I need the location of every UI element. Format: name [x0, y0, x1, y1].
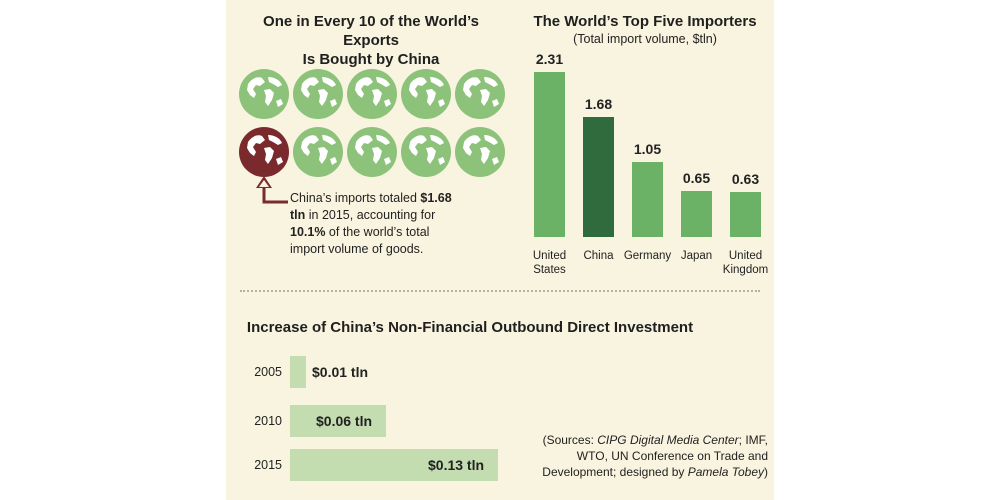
importer-bar — [534, 72, 565, 237]
section-divider — [240, 290, 760, 292]
importer-value-label: 0.65 — [682, 169, 711, 186]
investment-bar — [290, 405, 386, 437]
globe-icon — [239, 127, 289, 177]
note-bold-share: 10.1% — [290, 225, 326, 239]
globe-icon — [347, 69, 397, 119]
investment-year-label: 2005 — [254, 365, 282, 379]
globe-icon — [455, 127, 505, 177]
importer-category-label: China — [583, 250, 614, 262]
importer-value-label: 1.05 — [633, 141, 662, 157]
importer-value-label: 1.68 — [584, 96, 613, 112]
importer-category-label: United States — [532, 250, 567, 276]
note-text-3: of the world’s total import volume of go… — [290, 225, 430, 256]
investment-bar — [290, 356, 306, 388]
china-imports-note: China’s imports totaled $1.68 tln in 201… — [290, 190, 465, 258]
globe-icon — [455, 69, 505, 119]
sources-text-1: (Sources: — [542, 433, 598, 447]
importer-value-label: 0.63 — [731, 171, 760, 187]
globe-icon — [347, 127, 397, 177]
investment-year-label: 2015 — [254, 458, 282, 472]
investment-year-label: 2010 — [254, 414, 282, 428]
importer-bar — [730, 192, 761, 237]
globe-icon — [293, 127, 343, 177]
pointer-arrow-icon — [256, 176, 288, 204]
investment-value-label: $0.13 tln — [428, 457, 485, 473]
investment-bar — [290, 449, 498, 481]
sources-italic-2: Pamela Tobey — [687, 465, 764, 479]
globe-icon — [401, 127, 451, 177]
importers-subtitle: (Total import volume, $tln) — [573, 32, 717, 46]
importer-category-label: Japan — [680, 250, 713, 262]
importer-bar — [632, 162, 663, 237]
note-bold-amount: $1.68 tln — [290, 191, 452, 222]
importers-title: The World’s Top Five Importers — [533, 13, 757, 30]
importer-value-label: 2.31 — [535, 51, 564, 67]
exports-title-line1: One in Every 10 of the World’s Exports — [263, 13, 479, 49]
note-text-1: China’s imports totaled — [290, 191, 421, 205]
globe-icon — [401, 69, 451, 119]
sources-text-2: ; IMF, WTO, UN Conference on Trade and D… — [542, 433, 768, 479]
exports-title-line2: Is Bought by China — [302, 51, 440, 68]
investment-value-label: $0.06 tln — [316, 413, 373, 429]
globe-icon — [293, 69, 343, 119]
sources-italic-1: CIPG Digital Media Center — [597, 433, 739, 447]
importer-bar — [583, 117, 614, 237]
note-text-2: in 2015, accounting for — [305, 208, 436, 222]
importer-category-label: Germany — [623, 250, 672, 262]
sources-note: (Sources: CIPG Digital Media Center; IMF… — [528, 432, 768, 480]
exports-title: One in Every 10 of the World’s Exports I… — [236, 12, 506, 69]
investment-value-label: $0.01 tln — [312, 364, 369, 380]
importer-bar — [681, 190, 712, 237]
importer-category-label: United Kingdom — [722, 250, 769, 276]
globe-icon — [239, 69, 289, 119]
investment-title: Increase of China’s Non-Financial Outbou… — [246, 319, 694, 336]
sources-text-3: ) — [764, 465, 768, 479]
